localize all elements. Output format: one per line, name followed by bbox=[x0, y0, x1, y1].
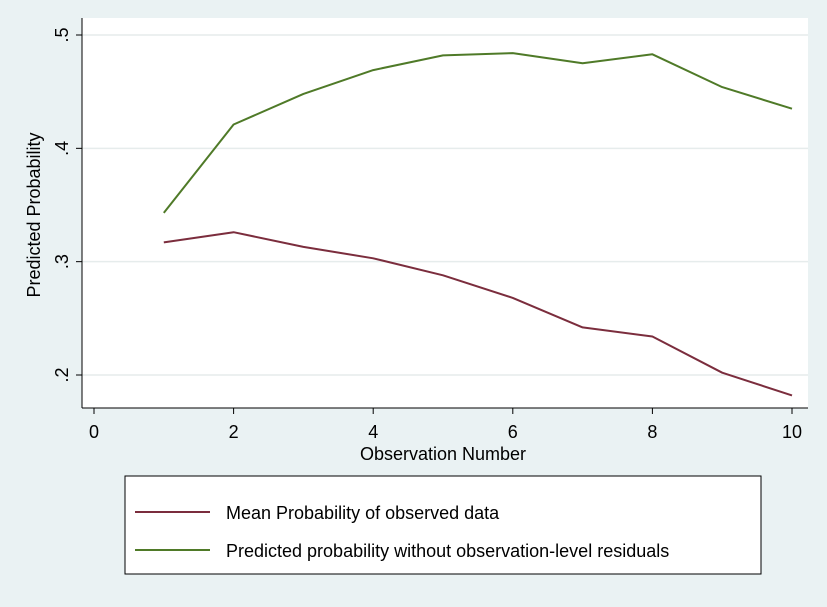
y-tick-label: .2 bbox=[52, 367, 72, 382]
y-tick-label: .3 bbox=[52, 254, 72, 269]
x-tick-label: 0 bbox=[89, 422, 99, 442]
x-axis-label: Observation Number bbox=[360, 444, 526, 464]
plot-area bbox=[82, 18, 808, 408]
x-tick-label: 8 bbox=[647, 422, 657, 442]
y-tick-label: .5 bbox=[52, 27, 72, 42]
legend-box bbox=[124, 475, 762, 575]
legend-label-mean-probability: Mean Probability of observed data bbox=[226, 503, 500, 523]
x-tick-label: 2 bbox=[229, 422, 239, 442]
grid-lines bbox=[82, 34, 808, 376]
y-axis-label: Predicted Probability bbox=[24, 132, 44, 297]
x-tick-label: 10 bbox=[782, 422, 802, 442]
y-tick-label: .4 bbox=[52, 141, 72, 156]
axis-ticks: .2 .3 .4 .5 0 2 4 6 8 10 bbox=[52, 27, 802, 442]
legend-label-predicted-probability: Predicted probability without observatio… bbox=[226, 541, 669, 561]
series-lines bbox=[163, 52, 793, 397]
legend: Mean Probability of observed data Predic… bbox=[124, 475, 762, 575]
x-tick-label: 6 bbox=[508, 422, 518, 442]
x-tick-label: 4 bbox=[368, 422, 378, 442]
series-line-mean-probability bbox=[163, 231, 793, 397]
series-line-predicted-probability bbox=[163, 52, 793, 214]
axes bbox=[81, 18, 808, 409]
